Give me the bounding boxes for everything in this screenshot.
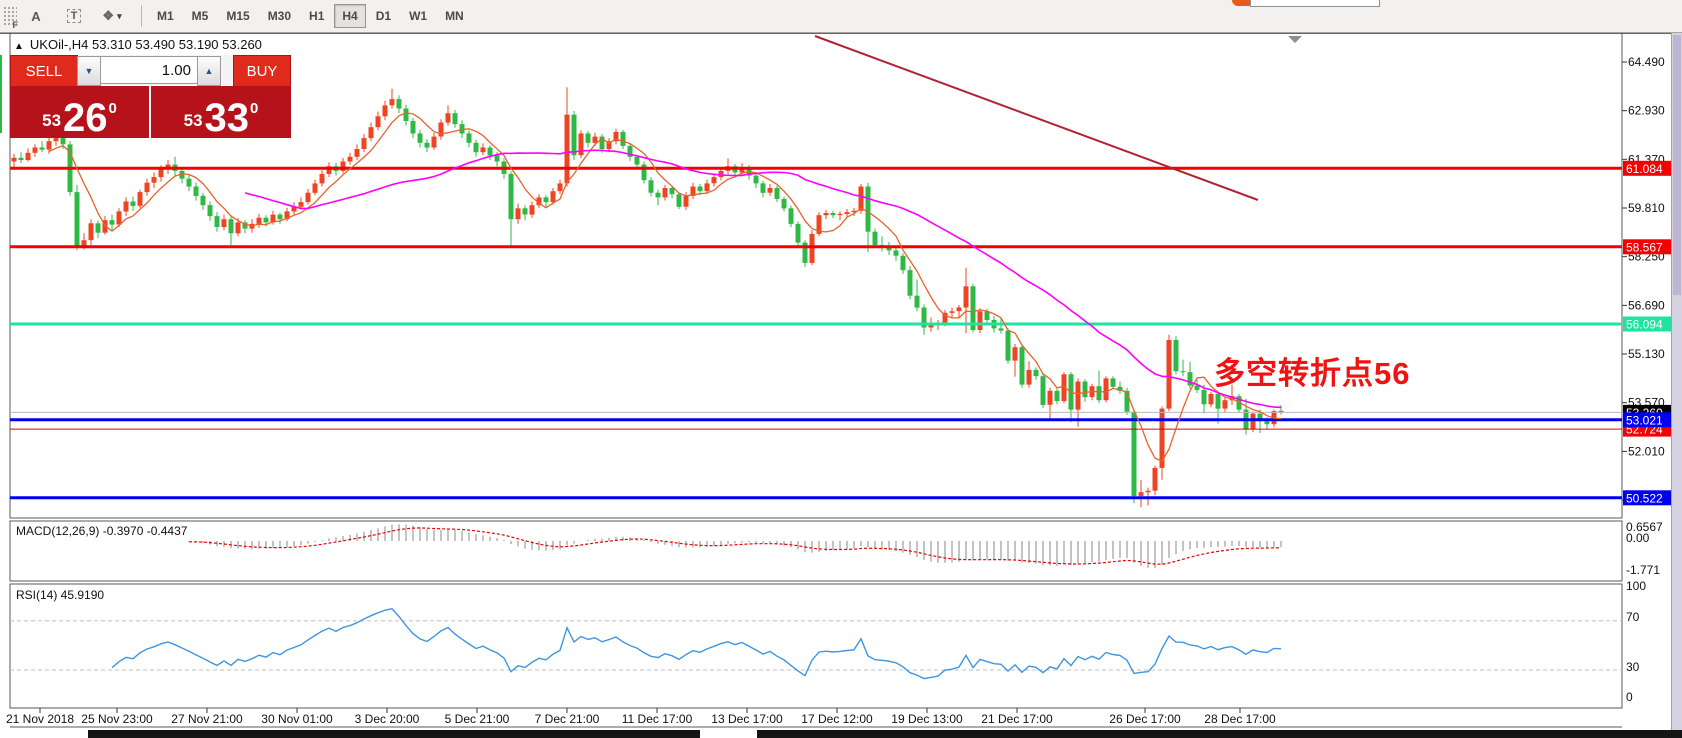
svg-text:58.567: 58.567: [1626, 240, 1663, 254]
text-box-icon[interactable]: T: [57, 3, 91, 29]
timeframe-button-m15[interactable]: M15: [226, 9, 250, 23]
svg-text:50.522: 50.522: [1626, 491, 1663, 505]
svg-text:62.930: 62.930: [1628, 104, 1665, 118]
svg-text:21 Nov 2018: 21 Nov 2018: [6, 712, 74, 726]
one-click-trading-panel: SELL ▼ ▲ BUY 53 26 0 53 33 0: [10, 55, 291, 138]
svg-text:64.490: 64.490: [1628, 55, 1665, 69]
svg-text:7 Dec 21:00: 7 Dec 21:00: [535, 712, 600, 726]
svg-text:70: 70: [1626, 610, 1640, 624]
svg-text:30 Nov 01:00: 30 Nov 01:00: [261, 712, 333, 726]
trade-controls-row: SELL ▼ ▲ BUY: [10, 55, 291, 87]
rsi-label: RSI(14) 45.9190: [16, 588, 105, 602]
timeframe-button-mn[interactable]: MN: [445, 9, 464, 23]
background-window-strip: [88, 730, 700, 738]
svg-text:17 Dec 12:00: 17 Dec 12:00: [801, 712, 873, 726]
svg-text:5 Dec 21:00: 5 Dec 21:00: [445, 712, 510, 726]
timeframe-button-m1[interactable]: M1: [157, 9, 174, 23]
svg-text:55.130: 55.130: [1628, 347, 1665, 361]
left-edge-accent: [0, 55, 2, 133]
volume-input[interactable]: [101, 56, 197, 84]
background-window-edge: [1250, 0, 1380, 7]
svg-text:3 Dec 20:00: 3 Dec 20:00: [355, 712, 420, 726]
chart-shift-marker-icon: [1288, 36, 1302, 43]
svg-text:30: 30: [1626, 660, 1640, 674]
svg-text:26 Dec 17:00: 26 Dec 17:00: [1109, 712, 1181, 726]
timeframe-button-h4[interactable]: H4: [334, 4, 366, 28]
svg-text:56.094: 56.094: [1626, 318, 1663, 332]
chart-annotation-text[interactable]: 多空转折点56: [1214, 356, 1411, 391]
text-a-icon[interactable]: A: [31, 8, 41, 24]
sell-button[interactable]: SELL: [10, 55, 78, 87]
svg-text:13 Dec 17:00: 13 Dec 17:00: [711, 712, 783, 726]
timeframe-button-m30[interactable]: M30: [267, 9, 292, 23]
svg-text:19 Dec 13:00: 19 Dec 13:00: [891, 712, 963, 726]
svg-text:0: 0: [1626, 690, 1633, 704]
handle-f-label: F: [12, 20, 19, 30]
scrollbar-thumb[interactable]: [1673, 35, 1681, 295]
svg-text:59.810: 59.810: [1628, 201, 1665, 215]
background-window-strip: [757, 730, 1682, 738]
quote-prices: 53 26 0 53 33 0: [10, 86, 291, 138]
chart-title: ▲ UKOil-,H4 53.310 53.490 53.190 53.260: [14, 37, 262, 52]
volume-increase-button[interactable]: ▲: [197, 56, 221, 86]
symbol-arrow-icon: ▲: [14, 41, 24, 52]
svg-text:0.6567: 0.6567: [1626, 520, 1663, 534]
timeframe-button-h1[interactable]: H1: [309, 9, 325, 23]
svg-text:21 Dec 17:00: 21 Dec 17:00: [981, 712, 1053, 726]
svg-text:100: 100: [1626, 579, 1646, 593]
svg-text:0.00: 0.00: [1626, 531, 1650, 545]
svg-text:56.690: 56.690: [1628, 298, 1665, 312]
volume-decrease-button[interactable]: ▼: [77, 56, 101, 86]
timeframe-button-m5[interactable]: M5: [191, 9, 209, 23]
timeframe-button-group: M1 M5 M15 M30 H1 H4 D1 W1 MN: [148, 4, 473, 28]
toolbar-separator: [141, 5, 142, 27]
svg-text:25 Nov 23:00: 25 Nov 23:00: [81, 712, 153, 726]
top-toolbar: F A T ❖ ▾ M1 M5 M15 M30 H1 H4 D1 W1 MN: [0, 0, 1682, 33]
chevron-down-icon: ▾: [117, 10, 122, 21]
svg-text:61.084: 61.084: [1626, 162, 1663, 176]
svg-text:27 Nov 21:00: 27 Nov 21:00: [171, 712, 243, 726]
volume-stepper: ▼ ▲: [77, 56, 221, 86]
svg-text:28 Dec 17:00: 28 Dec 17:00: [1204, 712, 1276, 726]
buy-button[interactable]: BUY: [233, 55, 291, 87]
timeframe-button-d1[interactable]: D1: [375, 9, 392, 23]
sell-price[interactable]: 53 26 0: [10, 86, 149, 138]
svg-text:52.010: 52.010: [1628, 444, 1665, 458]
svg-text:11 Dec 17:00: 11 Dec 17:00: [622, 712, 693, 726]
buy-price[interactable]: 53 33 0: [151, 86, 291, 138]
background-window-orange-icon: [1232, 0, 1254, 6]
shapes-icon[interactable]: ❖ ▾: [102, 8, 122, 23]
vertical-scrollbar[interactable]: [1671, 33, 1682, 738]
toolbar-drag-handle[interactable]: F: [3, 6, 18, 30]
svg-text:53.021: 53.021: [1626, 413, 1663, 427]
svg-text:-1.771: -1.771: [1626, 563, 1660, 577]
macd-label: MACD(12,26,9) -0.3970 -0.4437: [16, 524, 188, 538]
timeframe-button-w1[interactable]: W1: [409, 9, 428, 23]
